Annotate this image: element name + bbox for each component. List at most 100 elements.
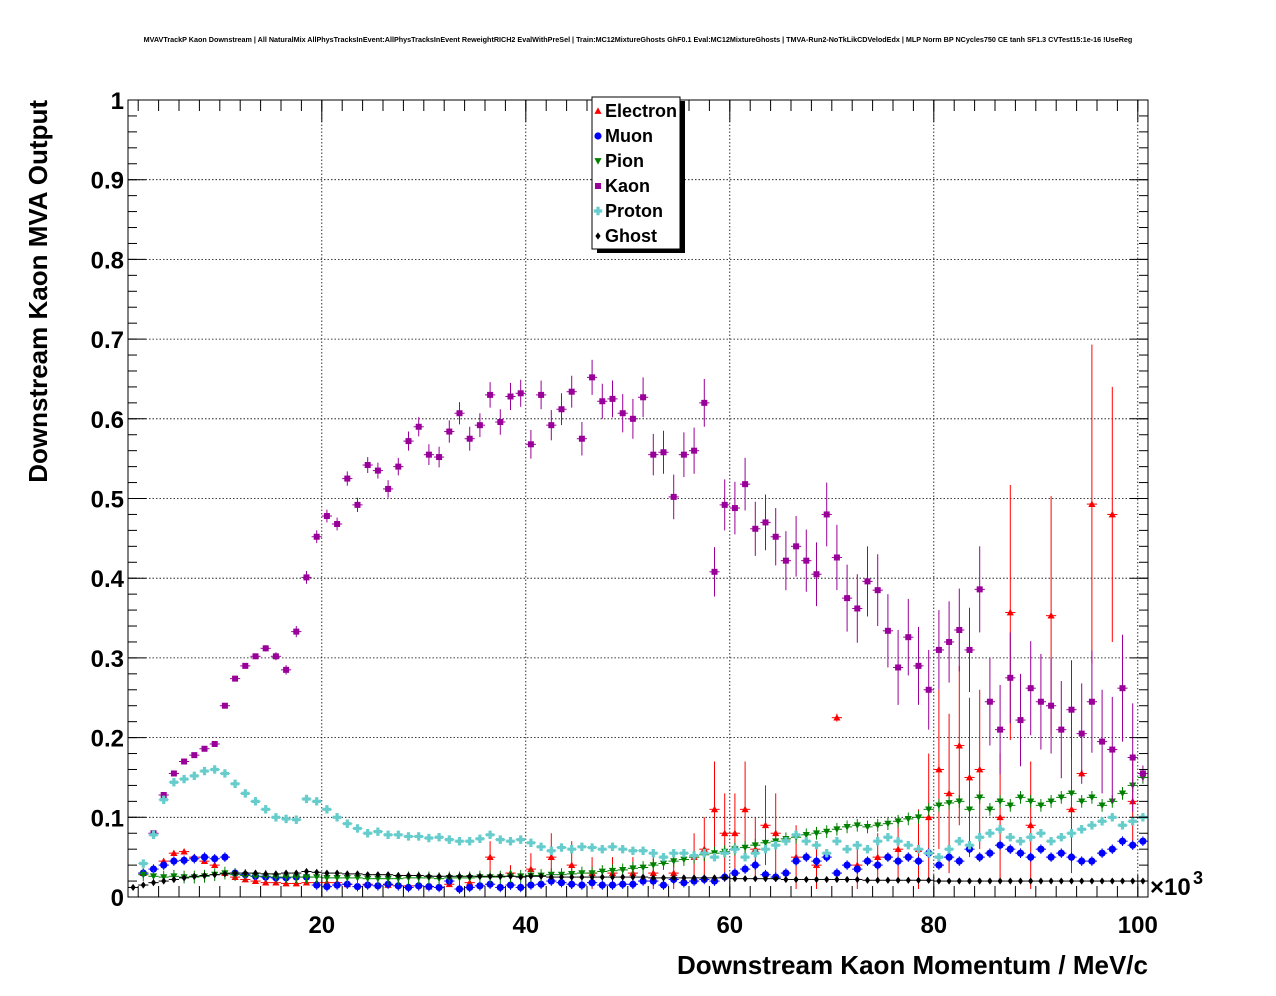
- data-point: [843, 823, 851, 831]
- data-point: [842, 844, 852, 854]
- data-point: [313, 533, 320, 540]
- data-point: [996, 798, 1004, 805]
- data-point: [190, 855, 198, 863]
- data-point: [619, 867, 627, 874]
- data-point: [609, 873, 616, 881]
- data-point: [191, 752, 198, 759]
- data-point: [691, 447, 698, 454]
- data-point: [160, 861, 168, 869]
- data-point: [221, 853, 229, 861]
- data-point: [191, 872, 197, 880]
- data-point: [436, 454, 443, 461]
- data-point: [435, 883, 443, 892]
- data-point: [824, 875, 830, 884]
- data-point: [792, 857, 800, 865]
- data-point: [1118, 837, 1127, 845]
- data-point: [893, 837, 903, 846]
- data-point: [353, 883, 362, 891]
- data-point: [558, 406, 565, 413]
- data-point: [853, 865, 861, 873]
- data-point: [1097, 817, 1107, 826]
- data-point: [169, 778, 179, 787]
- data-point: [803, 875, 809, 884]
- data-point: [588, 870, 596, 877]
- data-point: [517, 390, 524, 397]
- data-point: [210, 765, 219, 774]
- data-point: [935, 802, 943, 809]
- data-point: [803, 557, 810, 564]
- data-point: [385, 485, 392, 492]
- data-point: [761, 844, 770, 854]
- data-point: [383, 830, 393, 840]
- data-point: [935, 646, 942, 653]
- data-point: [832, 837, 842, 846]
- data-point: [272, 653, 279, 660]
- data-point: [813, 875, 820, 884]
- data-point: [506, 881, 515, 889]
- data-point: [650, 874, 656, 882]
- series-layer: [128, 344, 1148, 894]
- data-point: [1048, 702, 1055, 709]
- data-point: [487, 872, 493, 880]
- data-point: [925, 686, 932, 693]
- data-point: [945, 800, 953, 807]
- legend-marker: [595, 183, 601, 189]
- data-point: [303, 574, 310, 581]
- data-point: [659, 860, 668, 868]
- data-point: [323, 874, 331, 882]
- data-point: [1078, 857, 1086, 865]
- data-point: [608, 842, 617, 851]
- data-point: [853, 822, 861, 829]
- data-point: [1099, 877, 1105, 885]
- y-tick-label: 0.3: [91, 646, 124, 673]
- data-point: [373, 827, 383, 836]
- data-point: [395, 871, 401, 880]
- data-point: [1089, 877, 1095, 885]
- y-tick-label: 0.4: [91, 566, 125, 593]
- data-point: [650, 451, 657, 458]
- data-point: [659, 881, 668, 889]
- data-point: [710, 852, 719, 862]
- data-point: [691, 874, 697, 882]
- data-point: [986, 698, 993, 705]
- data-point: [1007, 877, 1013, 885]
- data-point: [578, 870, 586, 877]
- data-point: [761, 839, 770, 847]
- data-point: [211, 855, 219, 863]
- data-point: [1078, 730, 1085, 737]
- data-point: [895, 664, 902, 671]
- data-point: [608, 881, 617, 889]
- data-point: [944, 844, 954, 854]
- data-point: [507, 872, 514, 880]
- data-point: [1098, 849, 1106, 857]
- data-point: [486, 880, 494, 888]
- data-point: [467, 872, 473, 880]
- data-point: [1077, 825, 1086, 834]
- data-point: [1017, 717, 1024, 724]
- legend-entry-electron: Electron: [594, 101, 677, 121]
- data-point: [140, 881, 146, 889]
- data-point: [365, 871, 371, 879]
- data-point: [1078, 798, 1086, 805]
- data-point: [385, 871, 391, 879]
- data-point: [773, 875, 779, 883]
- data-point: [528, 872, 534, 880]
- data-point: [884, 853, 892, 861]
- data-point: [985, 829, 995, 838]
- data-point: [670, 493, 677, 500]
- data-point: [139, 871, 147, 879]
- data-point: [660, 449, 667, 456]
- data-point: [720, 848, 729, 858]
- data-point: [802, 853, 810, 861]
- data-point: [924, 848, 933, 858]
- data-point: [751, 842, 759, 849]
- data-point: [1047, 853, 1055, 861]
- data-point: [354, 870, 361, 878]
- data-point: [1068, 877, 1075, 885]
- data-point: [302, 874, 311, 881]
- data-point: [874, 853, 882, 861]
- data-point: [955, 837, 964, 846]
- data-point: [638, 846, 648, 855]
- data-point: [863, 844, 872, 854]
- y-tick-label: 0.6: [91, 407, 124, 434]
